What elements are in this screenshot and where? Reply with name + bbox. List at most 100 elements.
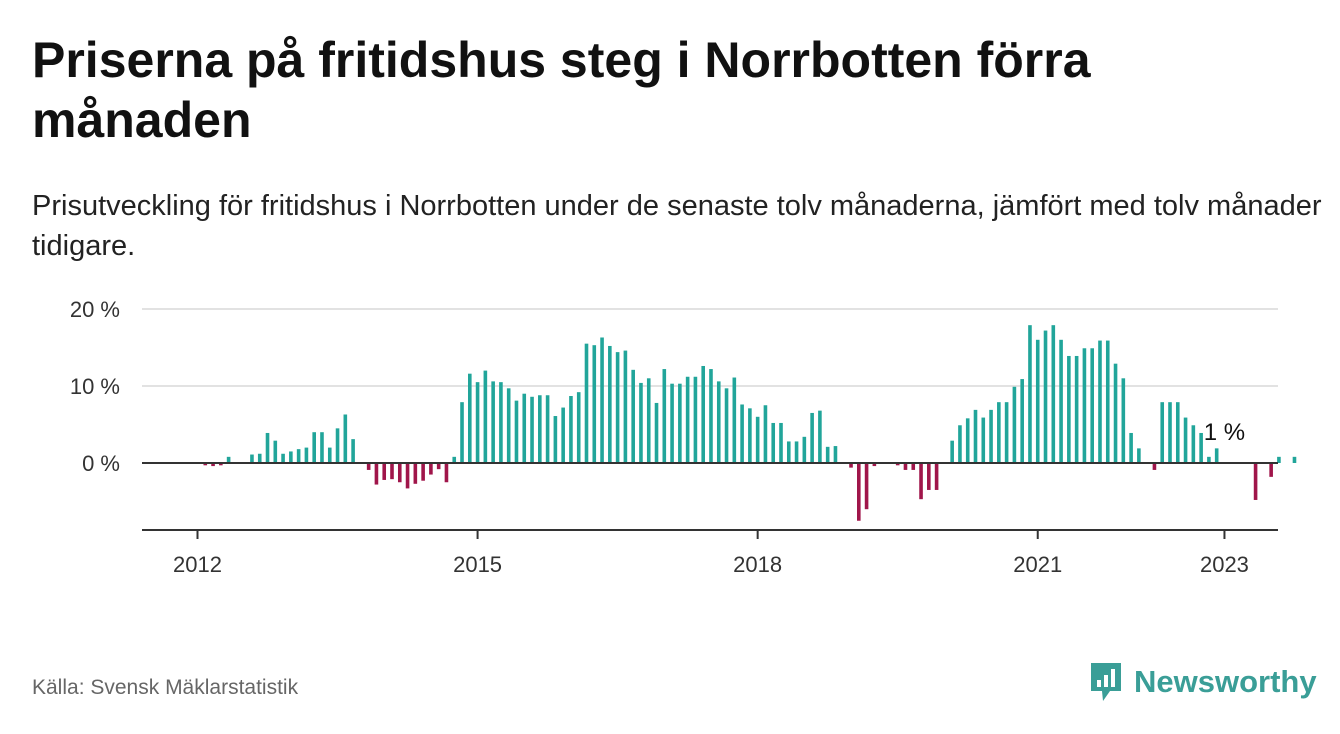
bar: [1043, 330, 1048, 463]
bar: [250, 454, 254, 463]
y-tick-label: 0 %: [82, 451, 120, 476]
bar: [631, 369, 635, 463]
bar: [390, 463, 394, 480]
bar: [1152, 463, 1157, 470]
bar: [273, 440, 278, 463]
bar: [374, 463, 379, 485]
bar: [468, 373, 472, 463]
bar: [211, 463, 215, 467]
bar: [421, 463, 425, 481]
bar: [1113, 363, 1118, 463]
bar: [934, 463, 939, 490]
bar: [1277, 456, 1281, 463]
bar: [810, 412, 814, 463]
bar: [1269, 463, 1273, 477]
bar: [709, 369, 713, 463]
bar: [927, 463, 931, 490]
bar: [825, 446, 830, 463]
last-value-annotation: 1 %: [1204, 419, 1245, 446]
bar: [678, 383, 682, 463]
bar: [351, 439, 355, 463]
bar: [1105, 340, 1110, 463]
bar: [623, 350, 628, 463]
bar: [312, 432, 316, 463]
bar: [872, 463, 877, 467]
bar: [257, 453, 262, 463]
bar: [771, 422, 776, 463]
bar: [413, 463, 418, 484]
bar: [429, 463, 433, 475]
bar: [506, 388, 511, 463]
bar: [1067, 355, 1071, 463]
bar: [779, 422, 783, 463]
chart-title: Priserna på fritidshus steg i Norrbotten…: [32, 32, 1091, 148]
bar: [1090, 348, 1094, 463]
bar-chart: 2012 2015 2018 2021 2023 0 % 10 % 20 % 1 %: [70, 297, 1297, 577]
bar: [615, 352, 620, 463]
bar: [219, 463, 223, 466]
bar: [600, 337, 604, 463]
bar: [343, 414, 348, 463]
bar: [989, 409, 993, 463]
bar: [1292, 456, 1297, 463]
bar-series: [203, 325, 1297, 521]
bar: [1191, 425, 1196, 463]
bar: [950, 440, 954, 463]
bar: [460, 402, 464, 463]
bar: [226, 456, 231, 463]
bar: [685, 376, 690, 463]
y-tick-label: 20 %: [70, 297, 120, 322]
bar: [864, 463, 869, 510]
bar: [1074, 355, 1079, 463]
bar: [1082, 348, 1087, 463]
bar: [919, 463, 923, 500]
bar: [491, 381, 495, 463]
bar: [203, 463, 208, 466]
bar: [483, 370, 488, 463]
bar: [1051, 325, 1056, 463]
bar: [958, 425, 962, 463]
bar: [1137, 448, 1141, 463]
bar: [794, 441, 799, 463]
bar: [965, 418, 970, 463]
bar: [818, 410, 822, 463]
x-tick-label: 2012: [173, 552, 222, 577]
bar: [530, 396, 534, 463]
bar: [1214, 448, 1219, 463]
bar: [1035, 339, 1040, 463]
bar: [802, 436, 807, 463]
bar: [499, 382, 503, 463]
newsworthy-icon: [1091, 663, 1121, 701]
bar: [1020, 379, 1024, 463]
bar: [716, 381, 721, 463]
bar: [1012, 386, 1017, 463]
bar: [265, 432, 270, 463]
bar: [397, 463, 402, 483]
bar: [670, 383, 674, 463]
bar: [522, 393, 527, 463]
bar: [732, 377, 737, 463]
bar: [997, 402, 1001, 463]
bar: [1098, 340, 1102, 463]
bar: [320, 432, 324, 463]
bar: [1207, 456, 1211, 463]
bar: [693, 376, 698, 463]
bar: [366, 463, 371, 470]
x-tick-label: 2021: [1013, 552, 1062, 577]
bar: [1168, 402, 1172, 463]
bar: [724, 388, 729, 463]
brand-logo: Newsworthy: [1088, 660, 1317, 704]
bar: [538, 395, 542, 463]
brand-name: Newsworthy: [1134, 664, 1317, 699]
bar: [1253, 463, 1258, 500]
bar: [608, 345, 612, 463]
bar: [740, 404, 744, 463]
bar: [1175, 402, 1180, 463]
bar: [436, 463, 441, 470]
bar: [701, 365, 705, 463]
bar: [662, 369, 667, 463]
bar: [1183, 417, 1188, 463]
y-tick-label: 10 %: [70, 374, 120, 399]
bar: [639, 382, 643, 463]
bar: [857, 463, 861, 521]
